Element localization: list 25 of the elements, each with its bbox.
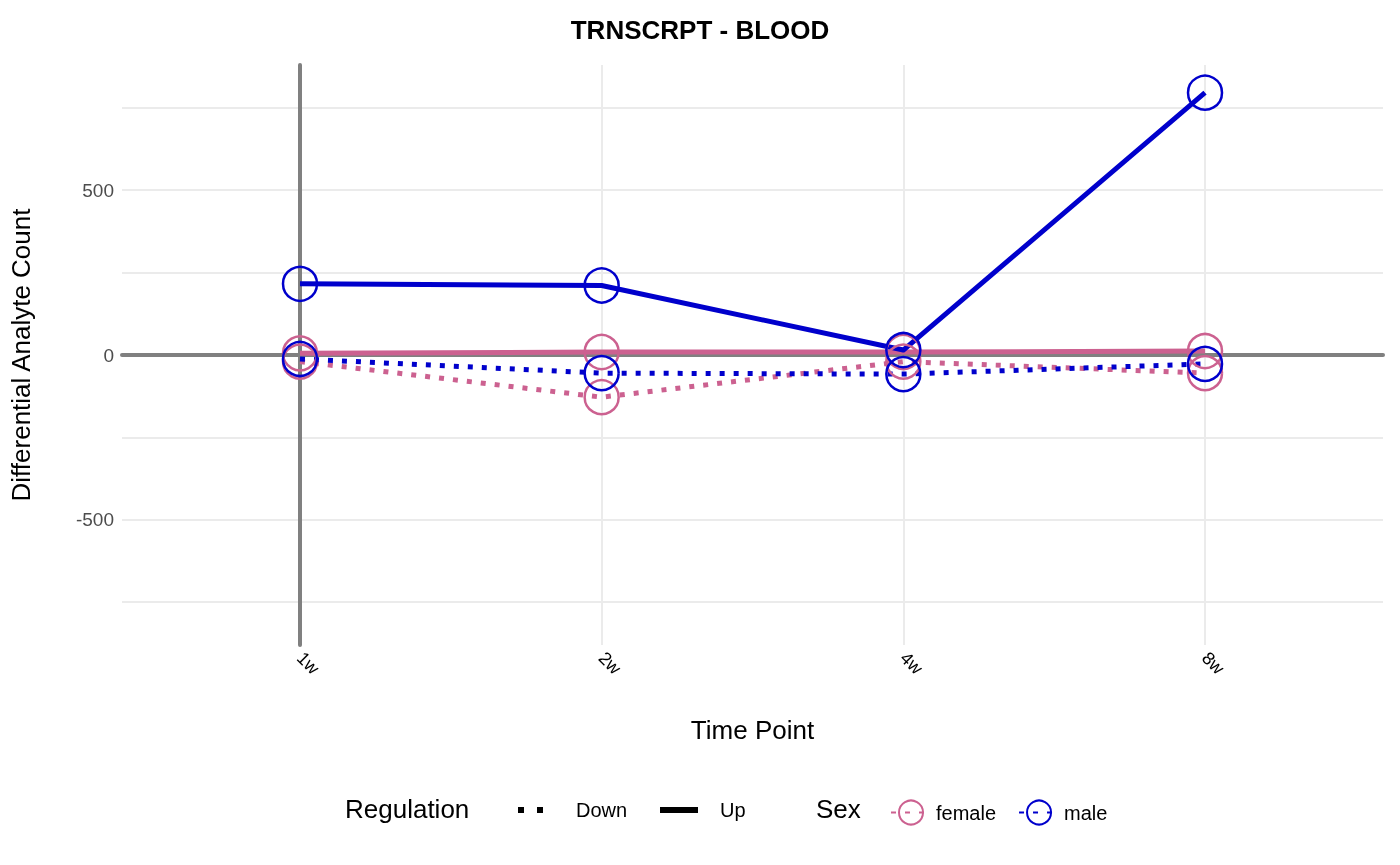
point <box>1186 345 1224 383</box>
y-tick-label: -500 <box>75 509 114 531</box>
legend-title: Sex <box>816 794 861 824</box>
y-axis-title: Differential Analyte Count <box>6 207 36 502</box>
x-tick-label: 1w <box>292 647 325 680</box>
point <box>583 333 620 371</box>
x-tick-label: 4w <box>896 647 928 680</box>
point <box>281 265 319 303</box>
point <box>885 355 922 393</box>
point <box>583 267 620 304</box>
point <box>583 378 620 416</box>
chart-title: TRNSCRPT - BLOOD <box>570 15 830 45</box>
y-tick-label: 500 <box>82 179 114 201</box>
legend-label: female <box>936 801 997 824</box>
point <box>1186 74 1224 111</box>
x-tick-label: 8w <box>1197 647 1230 680</box>
text: Down <box>576 799 628 821</box>
x-axis-title: Time Point <box>690 715 815 745</box>
text: Up <box>720 799 746 821</box>
y-tick-label: 0 <box>103 344 114 366</box>
legend-label: male <box>1064 801 1108 824</box>
point <box>1186 332 1224 370</box>
point <box>583 354 620 392</box>
text: Regulation <box>345 794 470 824</box>
x-tick-label: 2w <box>594 647 626 680</box>
